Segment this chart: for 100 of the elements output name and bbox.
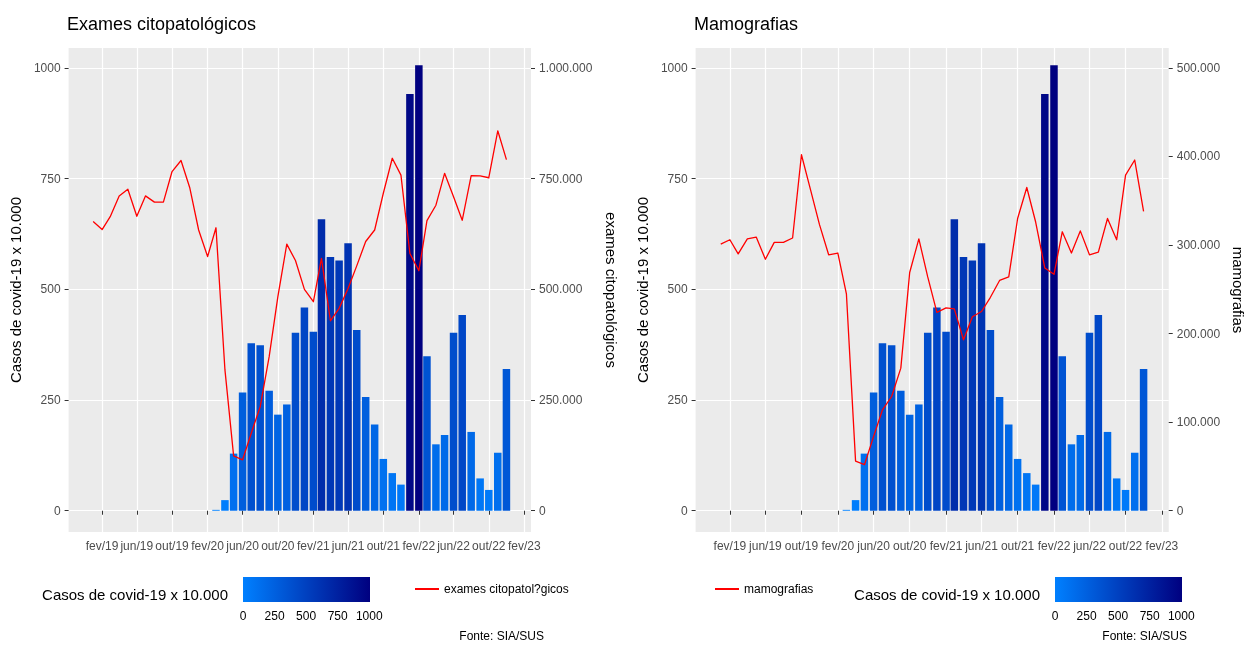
y-tick-label: 500 <box>40 282 61 297</box>
line-series <box>92 130 508 461</box>
bar <box>370 424 379 511</box>
color-bar-label: 0 <box>1051 609 1059 623</box>
bar <box>923 332 932 511</box>
bar <box>1058 356 1067 511</box>
x-tick-label: jun/22 <box>1072 539 1107 553</box>
bar <box>968 260 977 511</box>
bar <box>1094 315 1103 511</box>
bar <box>1013 458 1022 511</box>
x-tick-label: fev/21 <box>929 539 963 553</box>
x-tick-label: out/20 <box>893 539 927 553</box>
y2-axis-title: exames citopatológicos <box>603 212 620 368</box>
x-tick-label: jun/20 <box>225 539 260 553</box>
bar <box>229 453 238 511</box>
bar <box>1130 452 1139 511</box>
bar <box>887 345 896 511</box>
color-bar-title: Casos de covid-19 x 10.000 <box>854 586 1040 603</box>
bar <box>878 343 887 511</box>
bar <box>309 331 318 511</box>
bar <box>1121 489 1130 511</box>
y2-tick-label: 500.000 <box>539 282 583 297</box>
y2-tick-label: 200.000 <box>1176 326 1221 341</box>
x-tick-label: jun/20 <box>856 539 891 553</box>
bar <box>1139 369 1148 511</box>
y-tick-label: 500 <box>667 282 688 297</box>
color-bar-label: 250 <box>264 609 285 623</box>
y2-tick-label: 500.000 <box>1176 60 1221 75</box>
bar <box>1085 332 1094 511</box>
x-tick-label: jun/21 <box>330 539 365 553</box>
y2-axis-title: mamografias <box>1230 246 1247 334</box>
bar <box>851 500 860 511</box>
x-tick-label: jun/22 <box>436 539 471 553</box>
y2-tick-label: 750.000 <box>539 171 583 186</box>
bar <box>1112 478 1121 511</box>
y2-tick-label: 100.000 <box>1176 415 1221 430</box>
x-tick-label: fev/20 <box>821 539 855 553</box>
y-tick-label: 250 <box>40 393 61 408</box>
color-bar-label: 750 <box>1139 609 1161 623</box>
bar <box>502 369 511 511</box>
color-bar-label: 750 <box>327 609 349 623</box>
x-tick-label: out/22 <box>1108 539 1143 553</box>
line-series <box>720 154 1145 466</box>
color-bar-label: 1000 <box>355 609 383 623</box>
bar <box>379 458 388 511</box>
bar <box>291 332 300 511</box>
y2-tick-label: 400.000 <box>1176 149 1221 164</box>
chart-title: Mamografias <box>694 14 799 34</box>
x-tick-label: jun/19 <box>119 539 154 553</box>
x-tick-label: out/19 <box>155 539 190 553</box>
x-tick-label: fev/22 <box>402 539 436 553</box>
bar <box>977 243 986 511</box>
y-tick-label: 1000 <box>660 60 688 75</box>
x-tick-label: jun/21 <box>964 539 999 553</box>
bar <box>1067 444 1076 511</box>
x-tick-label: fev/19 <box>713 539 747 553</box>
legend-label: mamografias <box>744 582 814 596</box>
bar <box>915 404 923 511</box>
y-tick-label: 750 <box>667 171 688 186</box>
x-tick-label: out/21 <box>1000 539 1035 553</box>
x-tick-label: fev/23 <box>508 539 542 553</box>
bar <box>423 356 431 511</box>
bar <box>959 257 968 511</box>
color-bar-label: 1000 <box>1167 609 1195 623</box>
y2-tick-label: 1.000.000 <box>539 60 593 75</box>
bar <box>317 219 326 511</box>
y2-tick-label: 300.000 <box>1176 238 1221 253</box>
x-tick-label: fev/19 <box>85 539 119 553</box>
chart-title: Exames citopatológicos <box>67 14 257 34</box>
legend-label: exames citopatol?gicos <box>444 582 569 596</box>
y-tick-label: 0 <box>53 503 61 518</box>
source-note: Fonte: SIA/SUS <box>1102 629 1187 643</box>
color-bar-title: Casos de covid-19 x 10.000 <box>42 586 228 603</box>
x-tick-label: jun/19 <box>748 539 783 553</box>
bar <box>950 219 959 511</box>
x-tick-label: out/20 <box>261 539 295 553</box>
y-axis-title: Casos de covid-19 x 10.000 <box>7 197 24 383</box>
bar <box>869 392 878 511</box>
bar <box>352 330 361 511</box>
source-note: Fonte: SIA/SUS <box>459 629 544 643</box>
x-tick-label: fev/20 <box>191 539 225 553</box>
bar <box>361 396 370 511</box>
color-bar-label: 500 <box>296 609 317 623</box>
y-tick-label: 750 <box>40 171 61 186</box>
bar <box>238 392 247 511</box>
x-tick-label: out/22 <box>472 539 506 553</box>
y-tick-label: 1000 <box>33 60 61 75</box>
bar <box>1103 431 1112 511</box>
y2-tick-label: 250.000 <box>539 393 583 408</box>
x-tick-label: fev/23 <box>1145 539 1179 553</box>
bar <box>300 307 309 511</box>
y-axis-title: Casos de covid-19 x 10.000 <box>634 197 651 383</box>
x-tick-label: out/21 <box>366 539 401 553</box>
color-bar-label: 0 <box>239 609 247 623</box>
x-tick-label: fev/22 <box>1037 539 1071 553</box>
y2-tick-label: 0 <box>1176 503 1184 518</box>
bar <box>1005 424 1013 511</box>
y-tick-label: 0 <box>680 503 688 518</box>
y2-tick-label: 0 <box>539 503 546 518</box>
y-tick-label: 250 <box>667 393 688 408</box>
